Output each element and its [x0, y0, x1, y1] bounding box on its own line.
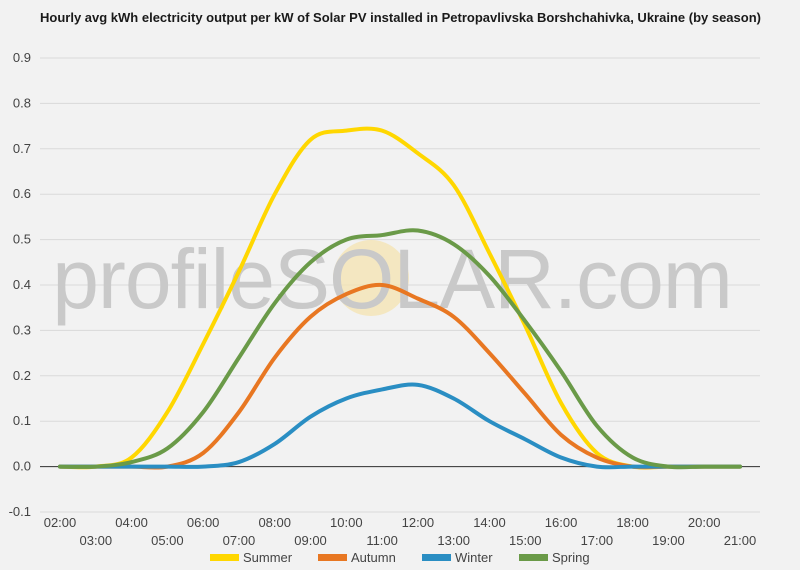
x-tick-label: 20:00 — [688, 515, 721, 530]
x-tick-label: 08:00 — [258, 515, 291, 530]
watermark: profileSOLAR.com — [52, 232, 733, 326]
x-tick-label: 21:00 — [724, 533, 757, 548]
y-tick-label: 0.2 — [13, 368, 31, 383]
x-tick-label: 17:00 — [581, 533, 614, 548]
x-tick-label: 10:00 — [330, 515, 363, 530]
watermark-text: profileSOLAR.com — [52, 232, 732, 326]
x-axis: 02:0003:0004:0005:0006:0007:0008:0009:00… — [44, 515, 757, 548]
x-tick-label: 13:00 — [437, 533, 470, 548]
legend: Summer Autumn Winter Spring — [210, 550, 590, 565]
x-tick-label: 19:00 — [652, 533, 685, 548]
legend-label-autumn: Autumn — [351, 550, 396, 565]
y-tick-label: 0.8 — [13, 95, 31, 110]
y-tick-label: 0.3 — [13, 322, 31, 337]
x-tick-label: 07:00 — [223, 533, 256, 548]
x-tick-label: 16:00 — [545, 515, 578, 530]
x-tick-label: 05:00 — [151, 533, 184, 548]
x-tick-label: 03:00 — [80, 533, 113, 548]
legend-swatch-summer — [210, 554, 239, 561]
y-axis: -0.1 0.0 0.1 0.2 0.3 0.4 0.5 0.6 0.7 0.8 0.9 — [9, 50, 31, 519]
legend-label-winter: Winter — [455, 550, 493, 565]
x-tick-label: 14:00 — [473, 515, 506, 530]
x-tick-label: 15:00 — [509, 533, 542, 548]
chart-title: Hourly avg kWh electricity output per kW… — [40, 10, 761, 25]
y-tick-label: 0.6 — [13, 186, 31, 201]
legend-swatch-spring — [519, 554, 548, 561]
legend-label-spring: Spring — [552, 550, 590, 565]
x-tick-label: 09:00 — [294, 533, 327, 548]
x-tick-label: 11:00 — [366, 533, 398, 548]
y-tick-label: -0.1 — [9, 504, 31, 519]
grid — [40, 57, 760, 513]
legend-swatch-winter — [422, 554, 451, 561]
series-line-winter — [58, 382, 742, 470]
x-tick-label: 04:00 — [115, 515, 148, 530]
series-lines — [58, 126, 742, 470]
x-tick-label: 02:00 — [44, 515, 77, 530]
y-tick-label: 0.1 — [13, 413, 31, 428]
y-tick-label: 0.0 — [13, 459, 31, 474]
y-tick-label: 0.4 — [13, 277, 31, 292]
x-tick-label: 12:00 — [402, 515, 435, 530]
legend-swatch-autumn — [318, 554, 347, 561]
y-tick-label: 0.5 — [13, 232, 31, 247]
watermark-sun — [333, 240, 409, 316]
x-tick-label: 18:00 — [616, 515, 649, 530]
legend-label-summer: Summer — [243, 550, 293, 565]
series-line-spring — [58, 228, 742, 470]
x-tick-label: 06:00 — [187, 515, 220, 530]
y-tick-label: 0.7 — [13, 141, 31, 156]
y-tick-label: 0.9 — [13, 50, 31, 65]
